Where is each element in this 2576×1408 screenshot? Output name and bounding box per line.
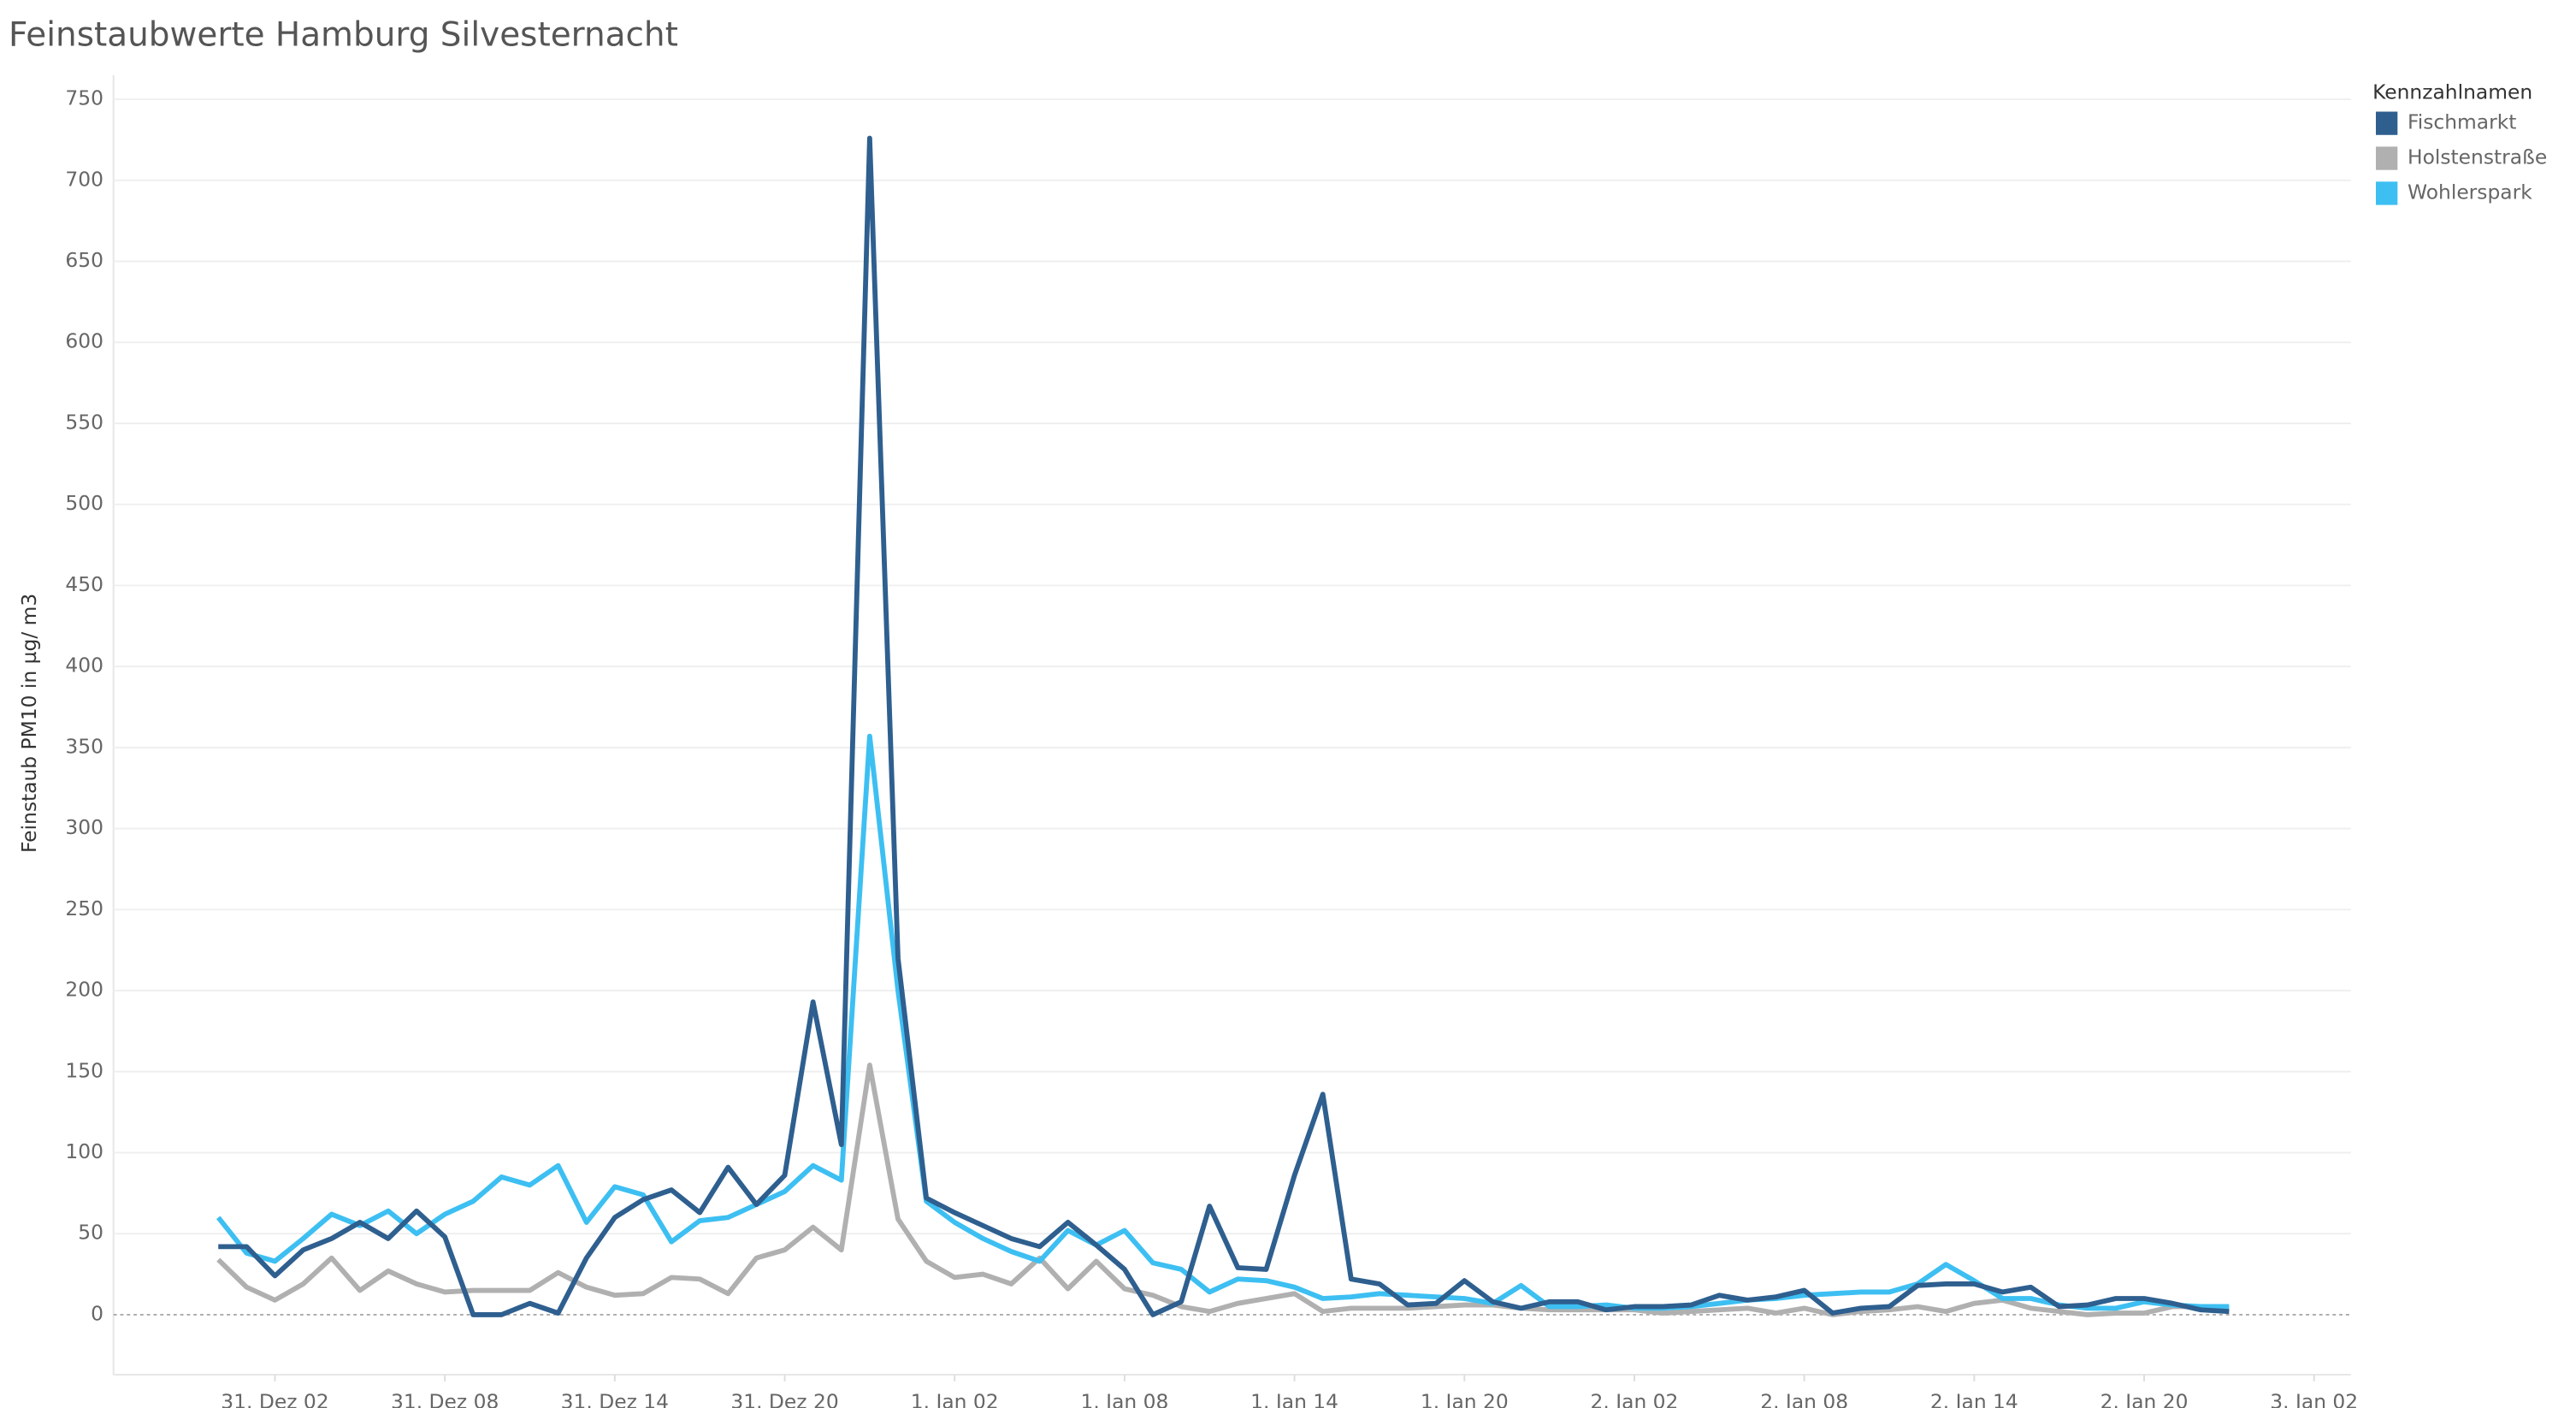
y-tick-label: 400: [65, 654, 103, 677]
x-tick-label: 1. Jan 08: [1080, 1390, 1168, 1408]
series-line: [216, 733, 2230, 1311]
x-tick-label: 2. Jan 08: [1760, 1390, 1848, 1408]
y-tick-label: 200: [65, 978, 103, 1002]
legend-swatch: [2375, 181, 2398, 205]
x-tick-label: 31. Dez 20: [730, 1390, 838, 1408]
legend-title: Kennzahlnamen: [2372, 80, 2532, 104]
y-tick-label: 750: [65, 86, 103, 110]
y-tick-label: 450: [65, 572, 103, 596]
x-tick-label: 2. Jan 14: [1930, 1390, 2018, 1408]
x-tick-label: 1. Jan 20: [1421, 1390, 1509, 1408]
chart-title: Feinstaubwerte Hamburg Silvesternacht: [9, 15, 678, 54]
legend-label: Wohlerspark: [2408, 180, 2532, 204]
x-tick-label: 2. Jan 02: [1591, 1390, 1679, 1408]
y-tick-label: 550: [65, 410, 103, 434]
legend-label: Fischmarkt: [2408, 110, 2516, 134]
y-tick-label: 150: [65, 1058, 103, 1082]
y-tick-label: 100: [65, 1139, 103, 1163]
y-tick-label: 350: [65, 734, 103, 758]
legend-swatch: [2375, 111, 2398, 135]
y-tick-label: 50: [78, 1221, 103, 1245]
x-tick-label: 31. Dez 14: [561, 1390, 669, 1408]
y-tick-label: 300: [65, 815, 103, 839]
y-axis-label: Feinstaub PM10 in µg/ m3: [17, 594, 41, 853]
legend-label: Holstenstraße: [2408, 145, 2547, 169]
x-tick-label: 2. Jan 20: [2100, 1390, 2189, 1408]
y-tick-label: 500: [65, 491, 103, 515]
series-line: [218, 135, 2230, 1317]
x-tick-label: 31. Dez 08: [391, 1390, 499, 1408]
y-tick-label: 600: [65, 329, 103, 353]
y-tick-label: 650: [65, 248, 103, 272]
legend-swatch: [2375, 146, 2398, 170]
x-tick-label: 3. Jan 02: [2270, 1390, 2358, 1408]
y-tick-label: 250: [65, 896, 103, 920]
x-tick-label: 31. Dez 02: [221, 1390, 328, 1408]
y-tick-label: 700: [65, 167, 103, 191]
series-line: [216, 1062, 2230, 1317]
x-tick-label: 1. Jan 02: [911, 1390, 999, 1408]
y-tick-label: 0: [91, 1301, 103, 1325]
x-tick-label: 1. Jan 14: [1250, 1390, 1338, 1408]
